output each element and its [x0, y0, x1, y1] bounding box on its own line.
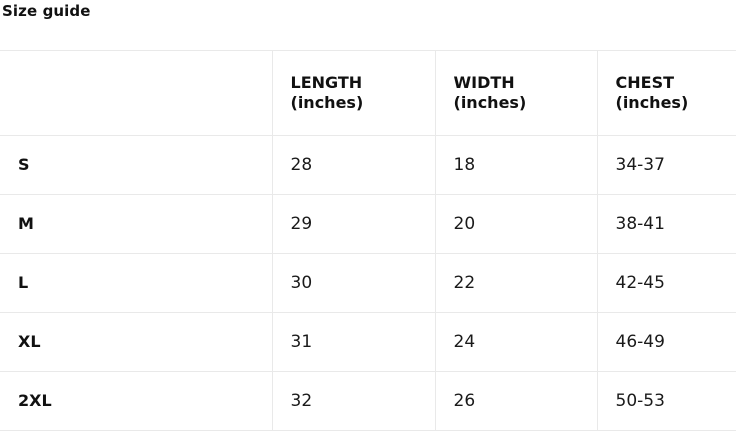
column-header-chest: CHEST (inches): [597, 50, 736, 136]
column-header-width-unit: (inches): [453, 93, 527, 112]
table-header-row: LENGTH (inches) WIDTH (inches) CHEST (in…: [0, 50, 736, 136]
cell-width: 26: [435, 371, 598, 431]
cell-width: 22: [435, 253, 598, 313]
cell-width: 20: [435, 194, 598, 254]
cell-length: 32: [272, 371, 436, 431]
cell-length: 31: [272, 312, 436, 372]
column-header-length-unit: (inches): [290, 93, 364, 112]
cell-width: 18: [435, 135, 598, 195]
cell-size: 2XL: [0, 371, 273, 431]
cell-length: 30: [272, 253, 436, 313]
column-header-width: WIDTH (inches): [435, 50, 598, 136]
cell-size: S: [0, 135, 273, 195]
column-header-length: LENGTH (inches): [272, 50, 436, 136]
table-body: S 28 18 34-37 M 29 20 38-41 L 30 22 42-4…: [0, 135, 736, 431]
cell-size: M: [0, 194, 273, 254]
column-header-width-label: WIDTH: [453, 73, 515, 92]
column-header-chest-unit: (inches): [615, 93, 689, 112]
table-row: M 29 20 38-41: [0, 194, 736, 254]
cell-chest: 34-37: [597, 135, 736, 195]
page-title: Size guide: [2, 2, 91, 20]
table-header: LENGTH (inches) WIDTH (inches) CHEST (in…: [0, 50, 736, 136]
cell-width: 24: [435, 312, 598, 372]
table-row: 2XL 32 26 50-53: [0, 371, 736, 431]
cell-size: XL: [0, 312, 273, 372]
size-guide-table-container: LENGTH (inches) WIDTH (inches) CHEST (in…: [0, 50, 736, 431]
cell-length: 29: [272, 194, 436, 254]
cell-size: L: [0, 253, 273, 313]
cell-chest: 50-53: [597, 371, 736, 431]
table-row: S 28 18 34-37: [0, 135, 736, 195]
column-header-size: [0, 50, 273, 136]
column-header-chest-label: CHEST: [615, 73, 675, 92]
cell-chest: 42-45: [597, 253, 736, 313]
table-row: XL 31 24 46-49: [0, 312, 736, 372]
cell-length: 28: [272, 135, 436, 195]
column-header-length-label: LENGTH: [290, 73, 363, 92]
cell-chest: 46-49: [597, 312, 736, 372]
table-row: L 30 22 42-45: [0, 253, 736, 313]
size-guide-table: LENGTH (inches) WIDTH (inches) CHEST (in…: [0, 50, 736, 431]
cell-chest: 38-41: [597, 194, 736, 254]
